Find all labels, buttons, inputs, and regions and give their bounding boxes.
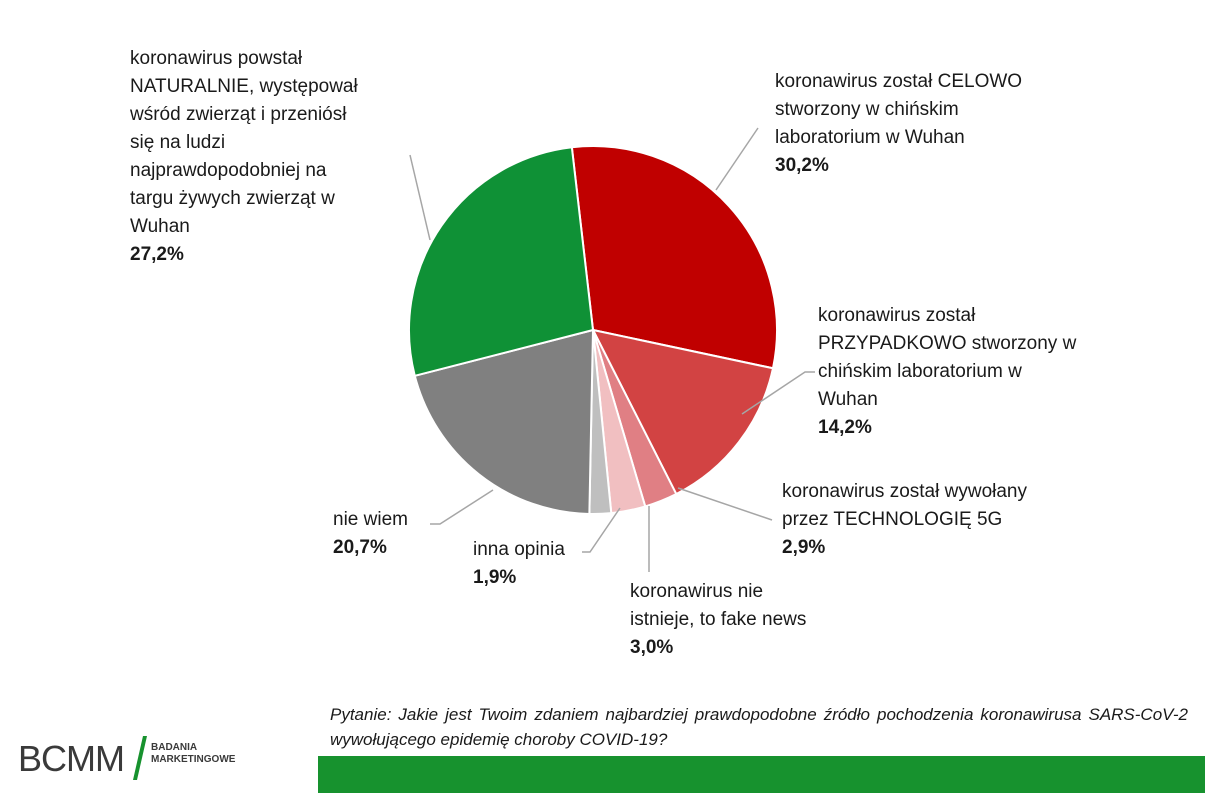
slice-label-text: nie wiem xyxy=(333,509,408,530)
slice-label-value: 30,2% xyxy=(775,155,829,176)
slice-label-5g: koronawirus został wywołany przez TECHNO… xyxy=(782,478,1027,562)
slice-label-inna-opinia: inna opinia 1,9% xyxy=(473,536,565,592)
leader-line xyxy=(741,371,815,415)
pie-slice xyxy=(408,146,595,378)
slice-label-przypadkowo: koronawirus został PRZYPADKOWO stworzony… xyxy=(818,302,1076,442)
logo-subtext: BADANIA MARKETINGOWE xyxy=(151,742,236,765)
slice-label-nie-wiem: nie wiem 20,7% xyxy=(333,506,408,562)
slice-label-value: 14,2% xyxy=(818,417,872,438)
leader-line xyxy=(409,154,431,241)
slice-label-text: koronawirus został CELOWO stworzony w ch… xyxy=(775,71,1023,148)
slice-label-fake-news: koronawirus nie istnieje, to fake news 3… xyxy=(630,578,806,662)
slice-label-text: koronawirus został PRZYPADKOWO stworzony… xyxy=(818,305,1077,410)
survey-question: Pytanie: Jakie jest Twoim zdaniem najbar… xyxy=(330,705,1188,749)
pie-slice xyxy=(591,328,775,496)
slice-label-value: 20,7% xyxy=(333,537,387,558)
logo-text: BCMM xyxy=(18,738,125,779)
slice-label-value: 3,0% xyxy=(630,637,674,658)
slice-label-naturalnie: koronawirus powstał NATURALNIE, występow… xyxy=(130,45,358,269)
slice-label-text: koronawirus został wywołany przez TECHNO… xyxy=(782,481,1027,530)
footer-bar xyxy=(318,756,1205,793)
pie-chart xyxy=(408,127,815,572)
slice-label-value: 2,9% xyxy=(782,537,826,558)
slice-label-text: koronawirus powstał NATURALNIE, występow… xyxy=(130,48,358,237)
leader-line xyxy=(430,489,494,525)
slice-label-value: 1,9% xyxy=(473,567,517,588)
leader-line xyxy=(715,127,759,191)
slice-label-text: inna opinia xyxy=(473,539,565,560)
logo-slash-icon xyxy=(133,736,147,780)
slice-label-celowo: koronawirus został CELOWO stworzony w ch… xyxy=(775,68,1022,180)
leader-line xyxy=(677,487,773,521)
pie-slice xyxy=(570,145,778,370)
leader-line xyxy=(582,507,621,553)
pie-slice xyxy=(413,328,595,515)
slice-label-text: koronawirus nie istnieje, to fake news xyxy=(630,581,807,630)
slice-label-value: 27,2% xyxy=(130,244,184,265)
